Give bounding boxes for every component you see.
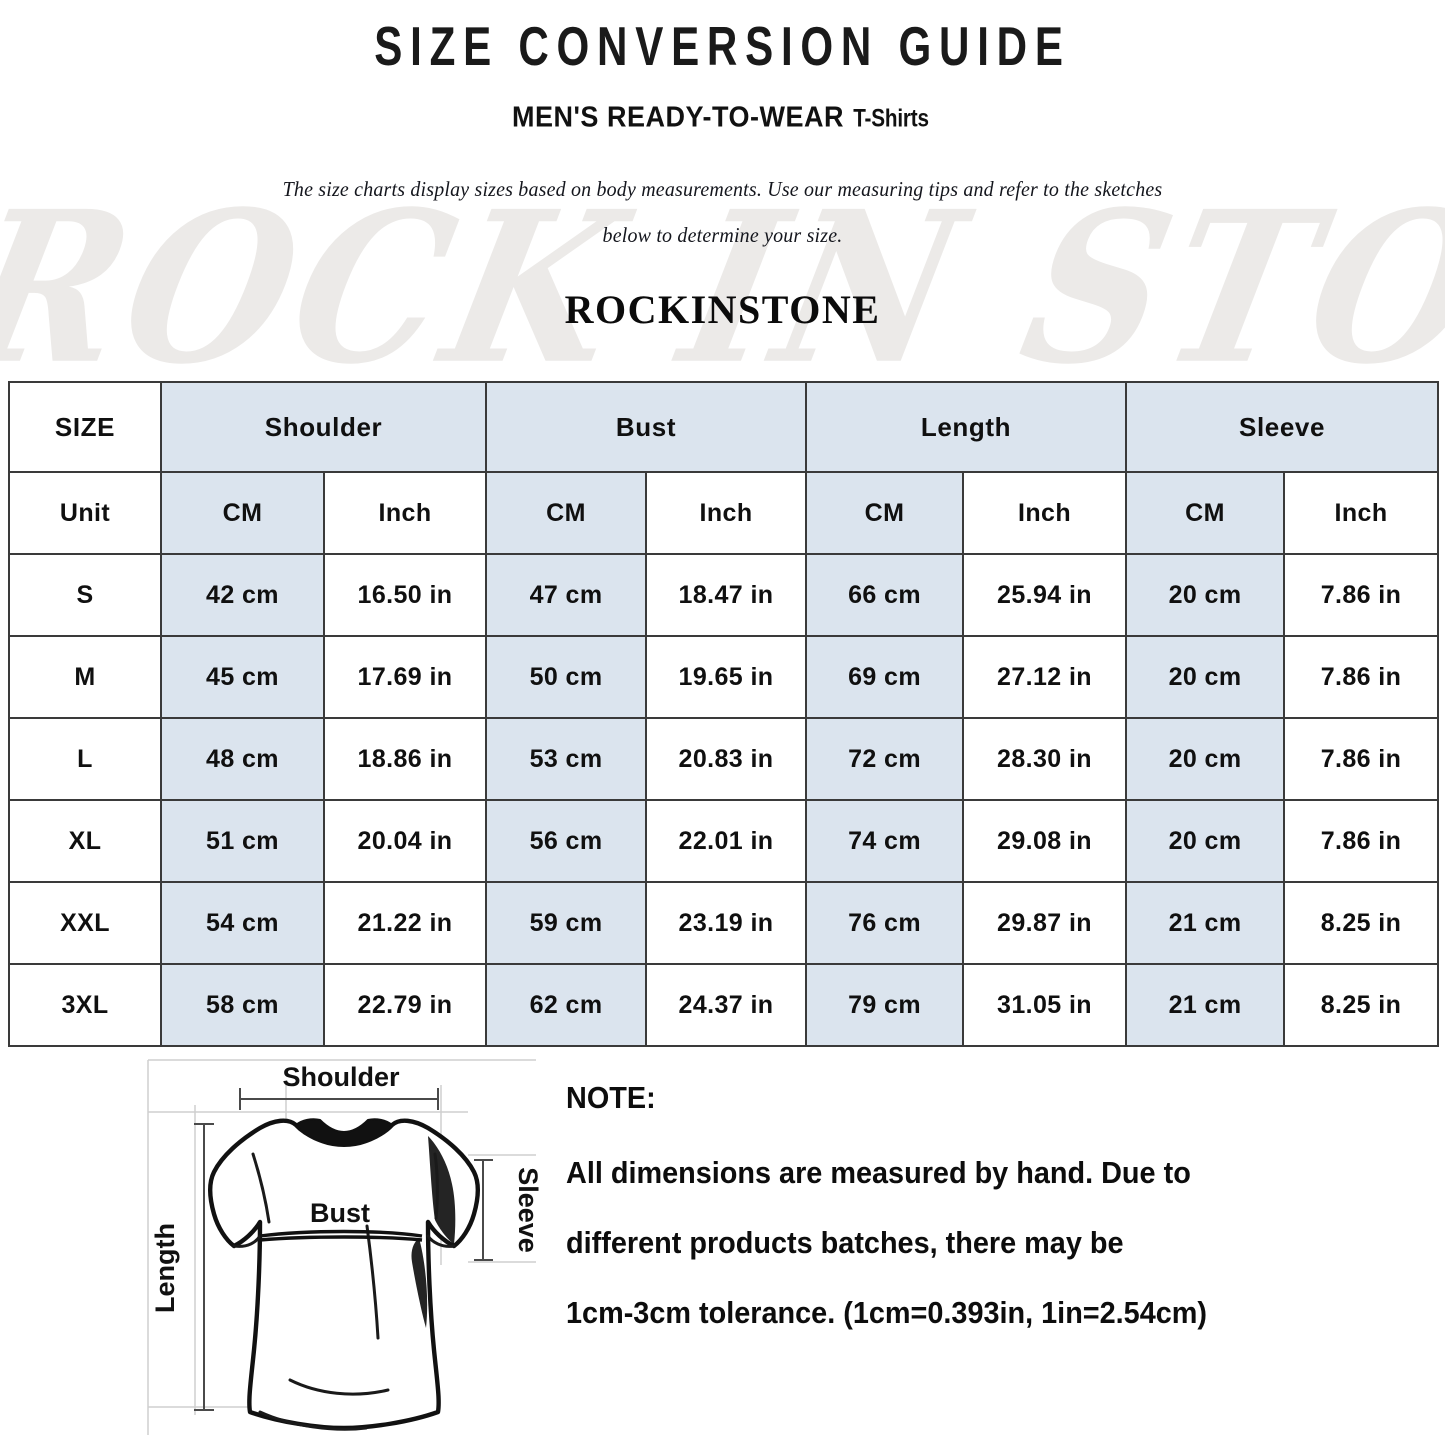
cell-s-length-cm: 66 cm <box>805 553 965 637</box>
header-group-length: Length <box>805 381 1128 473</box>
description-line-1: The size charts display sizes based on b… <box>282 177 1163 201</box>
cell-l-length-inch: 28.30 in <box>962 717 1128 801</box>
cell-xxl-bust-cm: 59 cm <box>485 881 648 965</box>
row-size-s: S <box>8 553 162 637</box>
cell-l-bust-cm: 53 cm <box>485 717 648 801</box>
svg-text:Bust: Bust <box>310 1198 370 1228</box>
header-unit-length-inch: Inch <box>962 471 1128 555</box>
header-unit-sleeve-inch: Inch <box>1283 471 1440 555</box>
cell-l-bust-inch: 20.83 in <box>645 717 808 801</box>
row-size-xxl: XXL <box>8 881 162 965</box>
header-size: SIZE <box>8 381 162 473</box>
header-unit-sleeve-cm: CM <box>1125 471 1286 555</box>
cell-3xl-sleeve-inch: 8.25 in <box>1283 963 1440 1047</box>
table-row: XL 51 cm 20.04 in 56 cm 22.01 in 74 cm 2… <box>8 799 1440 883</box>
subtitle-product: T-Shirts <box>853 103 929 132</box>
cell-3xl-sleeve-cm: 21 cm <box>1125 963 1286 1047</box>
cell-s-shoulder-cm: 42 cm <box>160 553 325 637</box>
row-size-l: L <box>8 717 162 801</box>
cell-l-sleeve-cm: 20 cm <box>1125 717 1286 801</box>
cell-s-length-inch: 25.94 in <box>962 553 1128 637</box>
cell-xxl-length-inch: 29.87 in <box>962 881 1128 965</box>
cell-s-sleeve-cm: 20 cm <box>1125 553 1286 637</box>
cell-m-sleeve-inch: 7.86 in <box>1283 635 1440 719</box>
row-size-3xl: 3XL <box>8 963 162 1047</box>
cell-m-bust-inch: 19.65 in <box>645 635 808 719</box>
header-unit-bust-inch: Inch <box>645 471 808 555</box>
page-header: SIZE CONVERSION GUIDE MEN'S READY-TO-WEA… <box>0 0 1445 333</box>
table-row: 3XL 58 cm 22.79 in 62 cm 24.37 in 79 cm … <box>8 963 1440 1047</box>
table-row: XXL 54 cm 21.22 in 59 cm 23.19 in 76 cm … <box>8 881 1440 965</box>
subtitle-category: MEN'S READY-TO-WEAR <box>512 101 844 133</box>
cell-xl-length-inch: 29.08 in <box>962 799 1128 883</box>
cell-m-sleeve-cm: 20 cm <box>1125 635 1286 719</box>
table-group-header-row: SIZE Shoulder Bust Length Sleeve <box>8 381 1440 473</box>
table-row: S 42 cm 16.50 in 47 cm 18.47 in 66 cm 25… <box>8 553 1440 637</box>
table-row: L 48 cm 18.86 in 53 cm 20.83 in 72 cm 28… <box>8 717 1440 801</box>
note-line-3: 1cm-3cm tolerance. (1cm=0.393in, 1in=2.5… <box>566 1295 1208 1330</box>
row-label-unit: Unit <box>8 471 162 555</box>
table-row: M 45 cm 17.69 in 50 cm 19.65 in 69 cm 27… <box>8 635 1440 719</box>
cell-xxl-sleeve-inch: 8.25 in <box>1283 881 1440 965</box>
cell-xxl-length-cm: 76 cm <box>805 881 965 965</box>
bottom-section: Shoulder Bust Sleeve Length NOTE: All di… <box>0 1042 1445 1445</box>
cell-3xl-shoulder-cm: 58 cm <box>160 963 325 1047</box>
cell-l-shoulder-inch: 18.86 in <box>322 717 488 801</box>
cell-m-shoulder-inch: 17.69 in <box>322 635 488 719</box>
cell-xl-length-cm: 74 cm <box>805 799 965 883</box>
header-unit-shoulder-cm: CM <box>160 471 325 555</box>
page-description: The size charts display sizes based on b… <box>0 133 1445 258</box>
note-line-2: different products batches, there may be <box>566 1225 1124 1260</box>
cell-xl-sleeve-inch: 7.86 in <box>1283 799 1440 883</box>
tshirt-measurement-diagram: Shoulder Bust Sleeve Length <box>138 1050 546 1445</box>
cell-xl-shoulder-cm: 51 cm <box>160 799 325 883</box>
header-group-bust: Bust <box>485 381 808 473</box>
description-line-2: below to determine your size. <box>602 223 843 247</box>
brand-name: ROCKINSTONE <box>564 287 881 332</box>
cell-s-sleeve-inch: 7.86 in <box>1283 553 1440 637</box>
cell-xl-sleeve-cm: 20 cm <box>1125 799 1286 883</box>
note-title: NOTE: <box>566 1080 656 1115</box>
cell-xxl-sleeve-cm: 21 cm <box>1125 881 1286 965</box>
cell-m-shoulder-cm: 45 cm <box>160 635 325 719</box>
header-unit-length-cm: CM <box>805 471 965 555</box>
cell-xl-bust-inch: 22.01 in <box>645 799 808 883</box>
cell-s-bust-cm: 47 cm <box>485 553 648 637</box>
header-group-sleeve: Sleeve <box>1125 381 1440 473</box>
cell-xxl-shoulder-cm: 54 cm <box>160 881 325 965</box>
page-title: SIZE CONVERSION GUIDE <box>374 16 1071 78</box>
cell-s-bust-inch: 18.47 in <box>645 553 808 637</box>
row-size-m: M <box>8 635 162 719</box>
svg-text:Length: Length <box>150 1223 180 1313</box>
cell-3xl-bust-inch: 24.37 in <box>645 963 808 1047</box>
cell-s-shoulder-inch: 16.50 in <box>322 553 488 637</box>
page-subtitle: MEN'S READY-TO-WEAR T-Shirts <box>0 70 1445 133</box>
row-size-xl: XL <box>8 799 162 883</box>
cell-3xl-shoulder-inch: 22.79 in <box>322 963 488 1047</box>
size-chart-table: SIZE Shoulder Bust Length Sleeve Unit CM… <box>8 381 1440 1047</box>
cell-m-length-cm: 69 cm <box>805 635 965 719</box>
cell-xxl-shoulder-inch: 21.22 in <box>322 881 488 965</box>
table-unit-header-row: Unit CM Inch CM Inch CM Inch CM Inch <box>8 471 1440 555</box>
header-unit-bust-cm: CM <box>485 471 648 555</box>
header-unit-shoulder-inch: Inch <box>322 471 488 555</box>
svg-text:Sleeve: Sleeve <box>513 1167 543 1253</box>
cell-xl-bust-cm: 56 cm <box>485 799 648 883</box>
note-line-1: All dimensions are measured by hand. Due… <box>566 1155 1191 1190</box>
cell-l-sleeve-inch: 7.86 in <box>1283 717 1440 801</box>
cell-3xl-bust-cm: 62 cm <box>485 963 648 1047</box>
cell-3xl-length-cm: 79 cm <box>805 963 965 1047</box>
cell-3xl-length-inch: 31.05 in <box>962 963 1128 1047</box>
cell-m-length-inch: 27.12 in <box>962 635 1128 719</box>
cell-l-shoulder-cm: 48 cm <box>160 717 325 801</box>
svg-text:Shoulder: Shoulder <box>282 1062 399 1092</box>
cell-xxl-bust-inch: 23.19 in <box>645 881 808 965</box>
note-block: NOTE: All dimensions are measured by han… <box>566 1080 1426 1348</box>
cell-xl-shoulder-inch: 20.04 in <box>322 799 488 883</box>
cell-m-bust-cm: 50 cm <box>485 635 648 719</box>
cell-l-length-cm: 72 cm <box>805 717 965 801</box>
header-group-shoulder: Shoulder <box>159 381 488 473</box>
